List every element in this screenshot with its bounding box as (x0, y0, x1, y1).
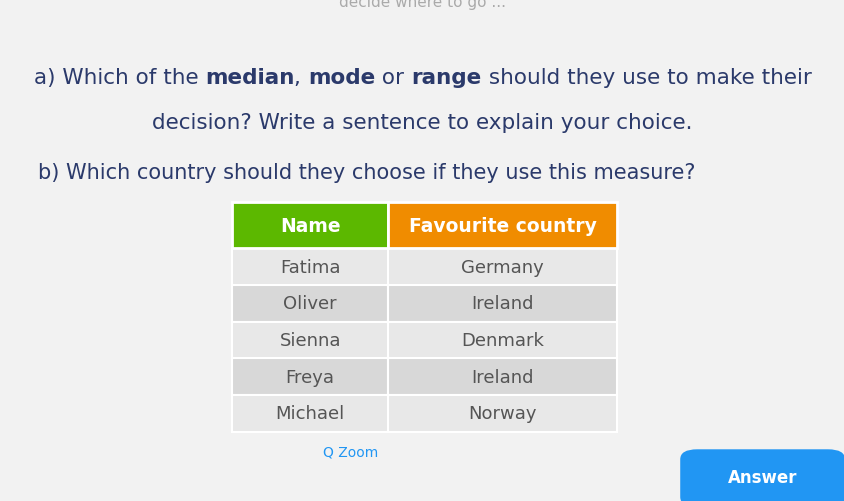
FancyBboxPatch shape (232, 286, 387, 322)
Text: Fatima: Fatima (279, 259, 340, 276)
Text: Name: Name (279, 216, 340, 235)
Text: decide where to go ...: decide where to go ... (338, 0, 506, 10)
Text: decision? Write a sentence to explain your choice.: decision? Write a sentence to explain yo… (152, 113, 692, 133)
FancyBboxPatch shape (387, 322, 616, 359)
FancyBboxPatch shape (387, 395, 616, 432)
FancyBboxPatch shape (232, 249, 387, 286)
Text: Ireland: Ireland (471, 295, 533, 313)
Text: a) Which of the: a) Which of the (34, 68, 205, 88)
Text: ,: , (294, 68, 308, 88)
Text: median: median (205, 68, 294, 88)
Text: Q Zoom: Q Zoom (322, 445, 378, 459)
FancyBboxPatch shape (387, 359, 616, 395)
Text: range: range (411, 68, 481, 88)
Text: mode: mode (308, 68, 375, 88)
Text: Favourite country: Favourite country (408, 216, 596, 235)
FancyBboxPatch shape (232, 395, 387, 432)
Text: or: or (375, 68, 411, 88)
Text: Germany: Germany (461, 259, 544, 276)
Text: Norway: Norway (468, 405, 536, 422)
FancyBboxPatch shape (232, 322, 387, 359)
FancyBboxPatch shape (387, 286, 616, 322)
Text: should they use to make their: should they use to make their (481, 68, 810, 88)
Text: Ireland: Ireland (471, 368, 533, 386)
Text: Michael: Michael (275, 405, 344, 422)
Text: Oliver: Oliver (283, 295, 337, 313)
Text: Denmark: Denmark (461, 332, 544, 349)
Text: Sienna: Sienna (279, 332, 341, 349)
FancyBboxPatch shape (232, 203, 387, 249)
FancyBboxPatch shape (387, 249, 616, 286)
Text: b) Which country should they choose if they use this measure?: b) Which country should they choose if t… (38, 163, 695, 183)
Text: Answer: Answer (728, 468, 797, 486)
FancyBboxPatch shape (679, 449, 844, 501)
FancyBboxPatch shape (232, 359, 387, 395)
Text: Freya: Freya (285, 368, 334, 386)
FancyBboxPatch shape (387, 203, 616, 249)
